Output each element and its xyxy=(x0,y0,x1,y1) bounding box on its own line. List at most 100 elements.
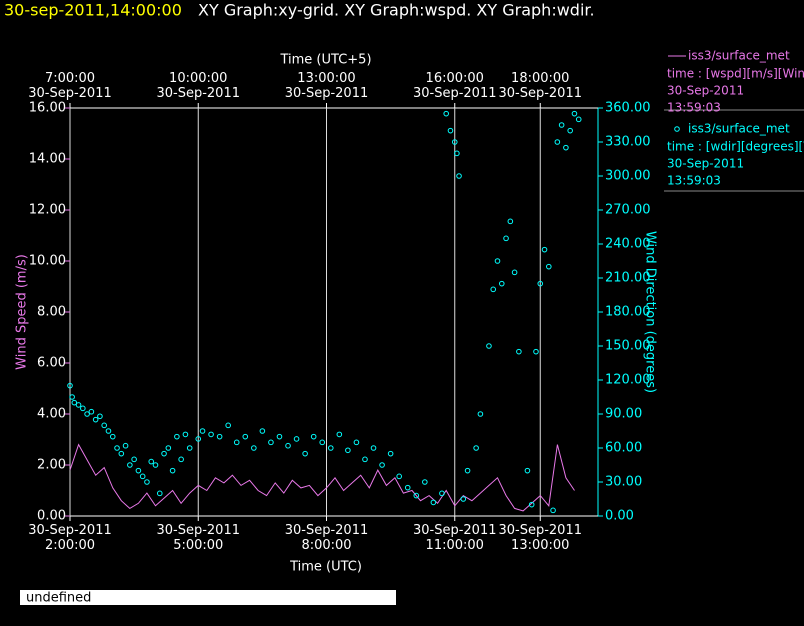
direction-point xyxy=(533,348,539,355)
direction-point xyxy=(67,382,73,389)
direction-point xyxy=(84,411,90,417)
direction-point xyxy=(370,445,377,451)
direction-point xyxy=(503,235,509,242)
direction-point xyxy=(152,462,159,468)
direction-point xyxy=(404,484,411,491)
direction-point xyxy=(379,462,385,468)
direction-point xyxy=(477,411,484,417)
direction-point xyxy=(310,433,317,440)
direction-point xyxy=(490,286,497,293)
direction-point xyxy=(550,507,556,514)
y2-tick-label: 240.00 xyxy=(605,237,651,252)
direction-point xyxy=(537,280,544,287)
direction-point xyxy=(233,439,240,446)
direction-point xyxy=(486,343,492,349)
y2-label: Wind Direction (degrees) xyxy=(643,231,658,393)
direction-point xyxy=(139,473,146,480)
x2-tick-label: 10:00:00 30-Sep-2011 xyxy=(156,71,240,101)
direction-point xyxy=(460,496,467,502)
y2-tick-label: 30.00 xyxy=(605,475,642,490)
y-label: Wind Speed (m/s) xyxy=(15,254,30,370)
y-tick-label: 14.00 xyxy=(29,152,66,167)
direction-point xyxy=(507,218,514,225)
direction-point xyxy=(101,422,107,429)
graph-list: XY Graph:xy-grid. XY Graph:wspd. XY Grap… xyxy=(198,1,595,20)
direction-point xyxy=(454,150,460,157)
direction-point xyxy=(473,445,479,451)
y-tick-label: 10.00 xyxy=(29,254,66,269)
speed-line xyxy=(69,443,575,512)
direction-point xyxy=(199,428,206,434)
x-tick-label: 30-Sep-2011 5:00:00 xyxy=(156,523,240,553)
direction-point xyxy=(97,413,103,420)
y2-tick-label: 180.00 xyxy=(605,305,651,320)
direction-point xyxy=(541,246,548,253)
direction-point xyxy=(174,433,180,440)
y2-tick-label: 210.00 xyxy=(605,271,651,286)
direction-point xyxy=(327,445,334,451)
direction-point xyxy=(563,144,569,151)
direction-point xyxy=(413,492,420,499)
direction-point xyxy=(131,456,137,463)
y2-tick-label: 120.00 xyxy=(605,373,651,388)
direction-point xyxy=(345,447,351,454)
direction-point xyxy=(195,436,202,442)
direction-point xyxy=(156,490,163,497)
direction-point xyxy=(122,442,129,449)
legend-name: iss3/surface_met xyxy=(688,122,790,136)
direction-point xyxy=(575,116,582,123)
y2-tick-label: 0.00 xyxy=(605,509,634,524)
direction-point xyxy=(259,428,266,434)
direction-point xyxy=(558,122,565,128)
direction-point xyxy=(516,348,522,355)
legend-text: 30-Sep-2011 xyxy=(667,157,744,171)
x2-tick-label: 16:00:00 30-Sep-2011 xyxy=(413,71,497,101)
direction-point xyxy=(336,431,343,438)
direction-point xyxy=(114,445,120,451)
direction-point xyxy=(494,258,501,264)
direction-point xyxy=(276,433,283,440)
direction-point xyxy=(105,428,112,434)
direction-point xyxy=(456,173,462,179)
footer-box xyxy=(20,590,396,605)
legend-name: iss3/surface_met xyxy=(688,49,790,63)
x-tick-label: 30-Sep-2011 11:00:00 xyxy=(413,523,497,553)
y-tick-label: 6.00 xyxy=(37,356,66,371)
direction-point xyxy=(422,479,428,485)
y-tick-label: 2.00 xyxy=(37,458,66,473)
legend-text: 30-Sep-2011 xyxy=(667,84,744,98)
y2-tick-label: 90.00 xyxy=(605,407,642,422)
direction-point xyxy=(319,439,326,446)
x2-tick-label: 13:00:00 30-Sep-2011 xyxy=(285,71,369,101)
direction-point xyxy=(293,436,300,442)
legend-text: time : [wdir][degrees][V xyxy=(667,140,804,154)
direction-point xyxy=(186,445,193,451)
direction-point xyxy=(464,467,471,474)
direction-point xyxy=(161,450,167,457)
direction-point xyxy=(109,433,116,440)
direction-point xyxy=(208,431,214,438)
x-tick-label: 30-Sep-2011 13:00:00 xyxy=(498,523,582,553)
y-tick-label: 12.00 xyxy=(29,203,66,218)
direction-point xyxy=(528,501,535,508)
y2-tick-label: 330.00 xyxy=(605,135,651,150)
direction-point xyxy=(498,280,505,287)
direction-point xyxy=(430,499,437,506)
direction-point xyxy=(127,462,133,468)
y2-tick-label: 60.00 xyxy=(605,441,642,456)
y-tick-label: 8.00 xyxy=(37,305,66,320)
direction-point xyxy=(242,433,249,440)
y2-tick-label: 270.00 xyxy=(605,203,651,218)
direction-point xyxy=(511,269,518,276)
x2-label: Time (UTC+5) xyxy=(279,53,371,68)
direction-point xyxy=(69,394,75,400)
y-tick-label: 0.00 xyxy=(37,509,66,524)
direction-point xyxy=(165,445,172,451)
direction-point xyxy=(71,399,78,406)
y2-tick-label: 360.00 xyxy=(605,101,651,116)
direction-point xyxy=(447,127,454,134)
direction-point xyxy=(268,439,274,446)
direction-point xyxy=(387,450,394,457)
direction-point xyxy=(182,431,189,438)
direction-point xyxy=(396,473,402,480)
